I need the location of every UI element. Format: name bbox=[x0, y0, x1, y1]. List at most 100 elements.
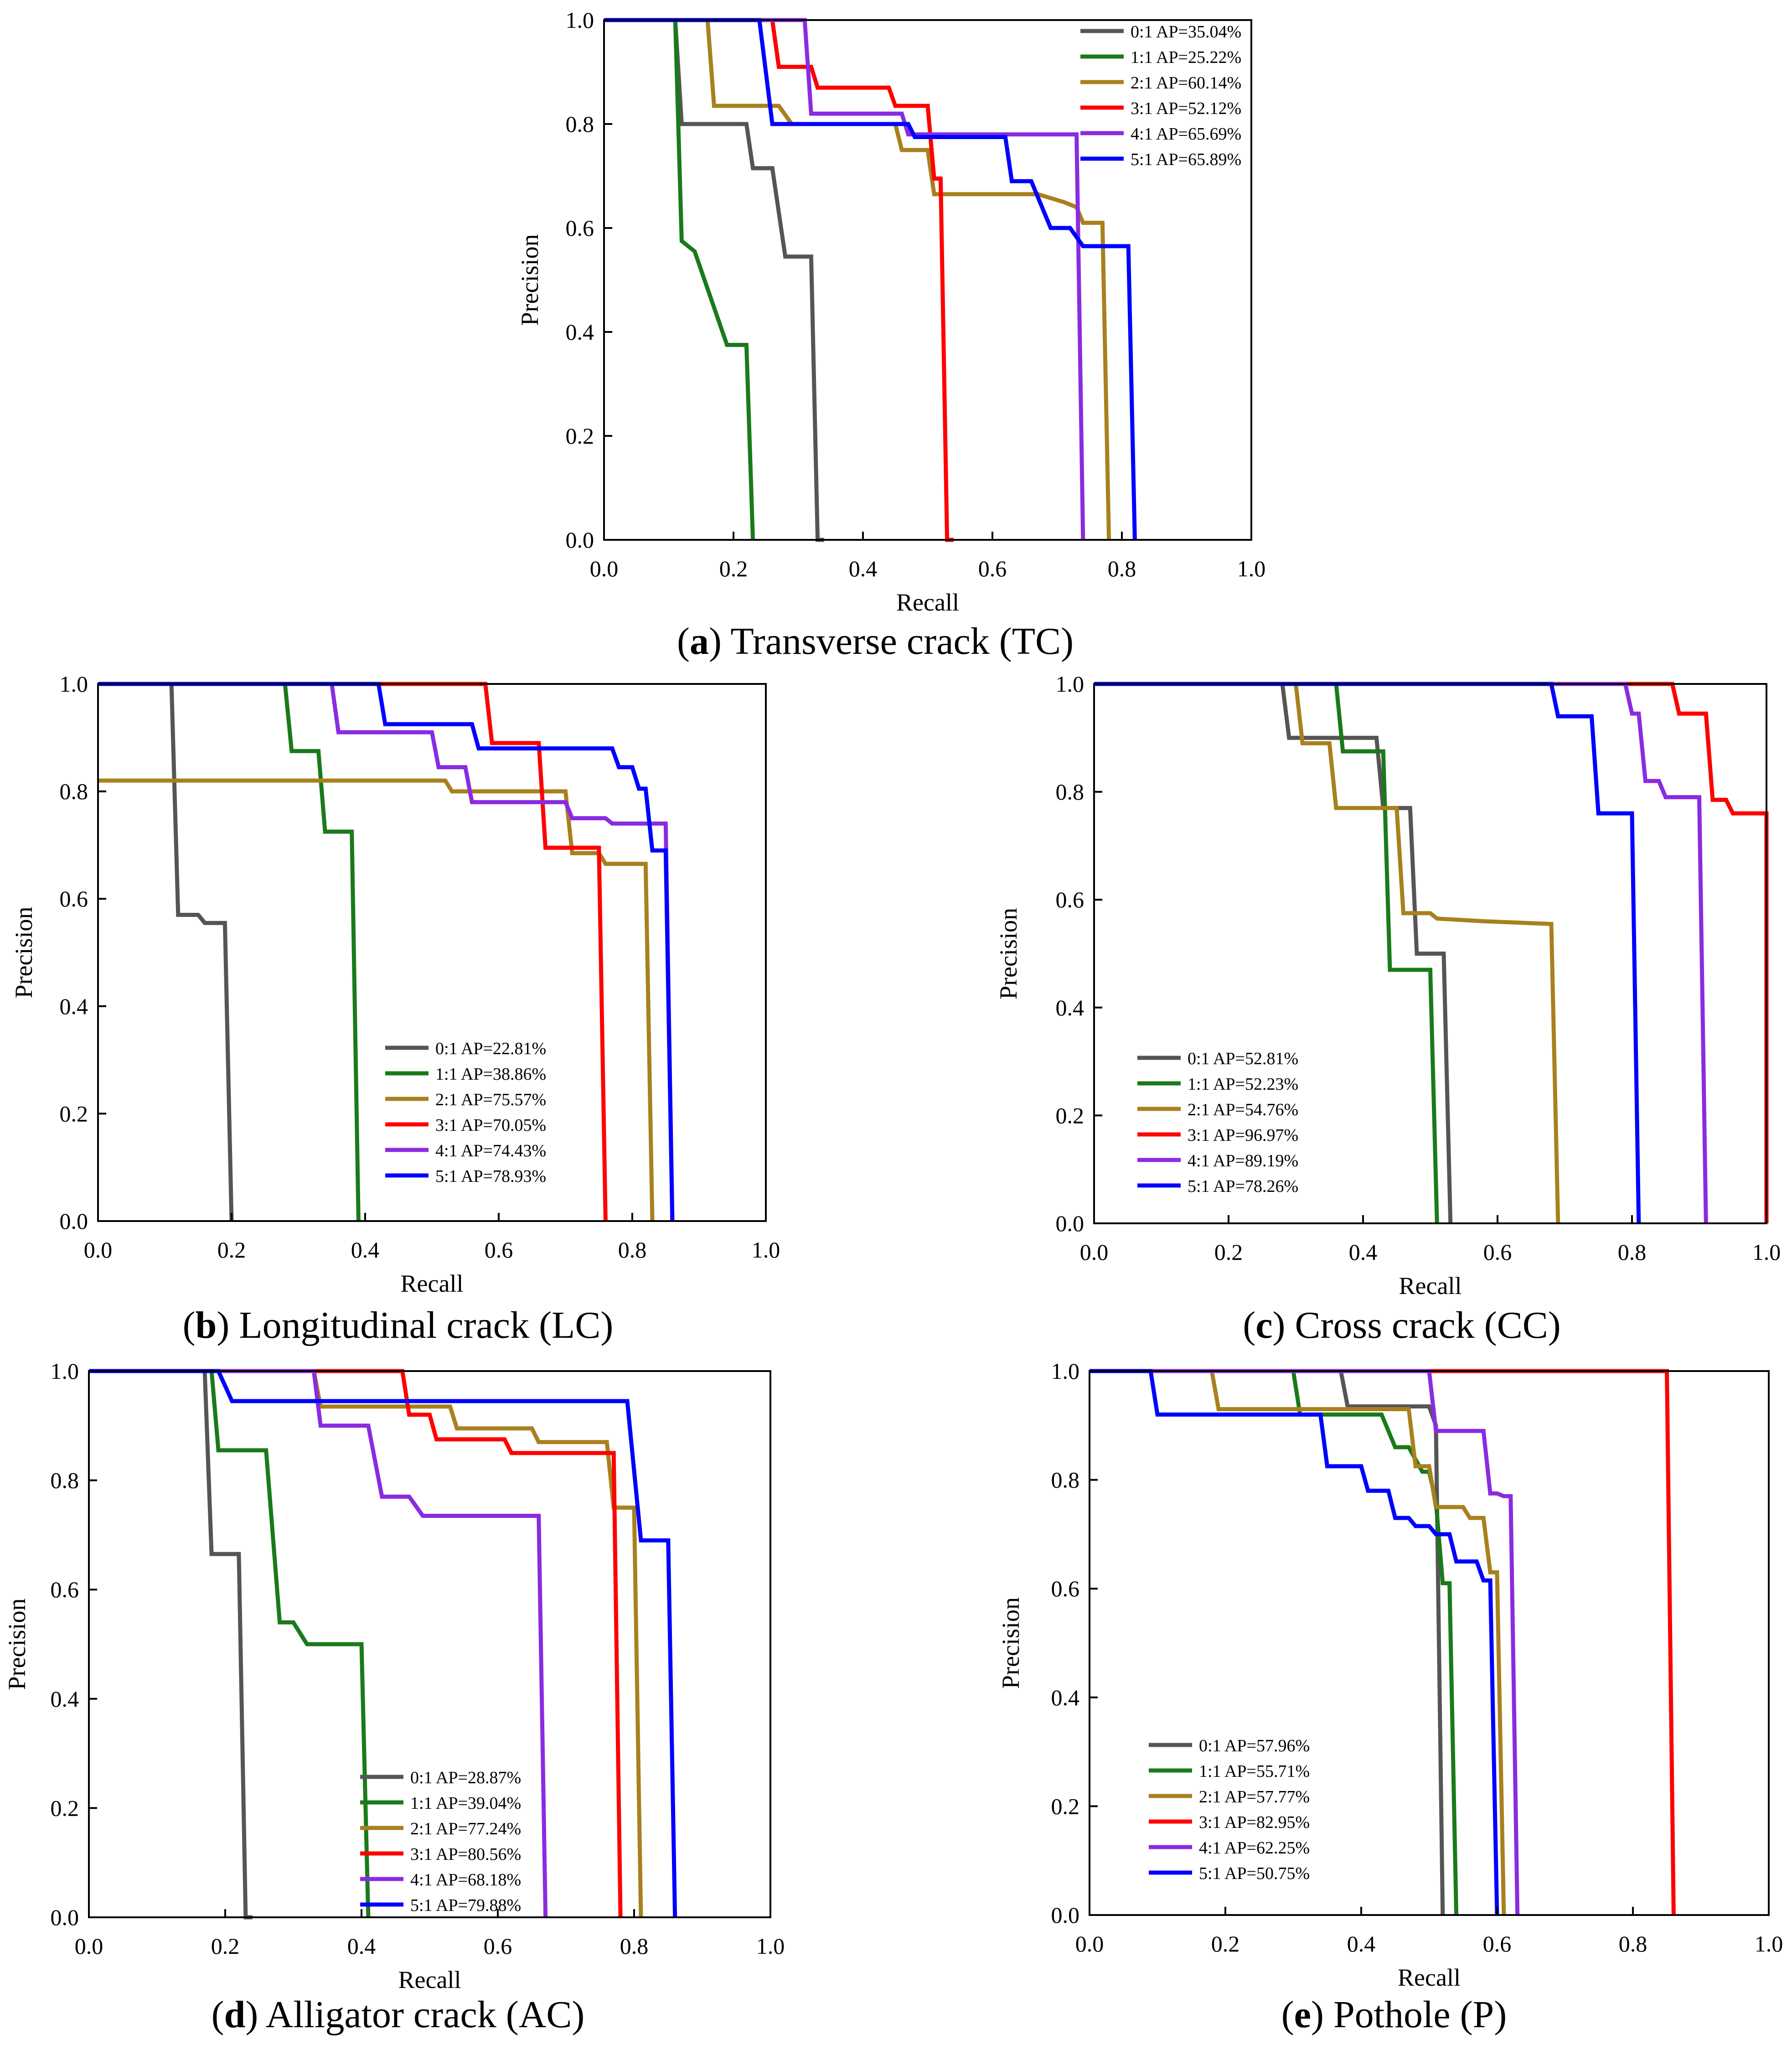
plot-frame bbox=[1089, 1370, 1770, 1916]
x-tick-label: 1.0 bbox=[1755, 1931, 1783, 1957]
caption-text: Pothole (P) bbox=[1323, 1993, 1507, 2036]
series-line-1 bbox=[1090, 1369, 1459, 1915]
legend-entry: 2:1 AP=60.14% bbox=[1131, 73, 1241, 93]
caption-letter: e bbox=[1294, 1993, 1311, 2036]
series-line-3 bbox=[604, 18, 954, 542]
legend-entry: 3:1 AP=70.05% bbox=[435, 1116, 546, 1135]
y-tick-label: 1.0 bbox=[1056, 671, 1084, 697]
x-axis-label: Recall bbox=[1398, 1964, 1461, 1991]
series-line-1 bbox=[89, 1369, 371, 1918]
legend: 0:1 AP=35.04% 1:1 AP=25.22% 2:1 AP=60.14% 3… bbox=[1080, 22, 1241, 169]
x-tick-label: 0.6 bbox=[1483, 1239, 1512, 1265]
caption-letter: a bbox=[689, 620, 709, 663]
x-tick-label: 1.0 bbox=[1237, 556, 1266, 581]
legend-entry: 3:1 AP=80.56% bbox=[410, 1845, 521, 1864]
legend-entry: 0:1 AP=35.04% bbox=[1131, 22, 1241, 41]
legend-entry: 1:1 AP=38.86% bbox=[435, 1065, 546, 1084]
series-line-4 bbox=[1090, 1369, 1520, 1915]
legend-entry: 1:1 AP=25.22% bbox=[1131, 48, 1241, 67]
series-line-2 bbox=[1090, 1369, 1506, 1915]
y-tick-label: 0.0 bbox=[60, 1208, 88, 1234]
series-line-5 bbox=[1090, 1369, 1499, 1915]
legend-entry: 5:1 AP=50.75% bbox=[1199, 1864, 1310, 1883]
x-tick-label: 0.6 bbox=[978, 556, 1007, 581]
x-tick-label: 0.2 bbox=[1214, 1239, 1243, 1265]
series-line-2 bbox=[98, 778, 655, 1222]
x-axis-label: Recall bbox=[1399, 1272, 1462, 1299]
y-tick-label: 1.0 bbox=[566, 7, 594, 33]
y-tick-label: 0.0 bbox=[1051, 1902, 1080, 1928]
x-tick-label: 0.0 bbox=[75, 1933, 103, 1959]
caption-c: (c) Cross crack (CC) bbox=[1243, 1304, 1561, 1346]
x-tick-label: 0.6 bbox=[1483, 1931, 1512, 1957]
series-line-3 bbox=[1090, 1369, 1676, 1915]
x-tick-label: 1.0 bbox=[752, 1237, 780, 1263]
series-line-0 bbox=[98, 682, 234, 1222]
y-tick-label: 0.0 bbox=[51, 1905, 79, 1930]
x-tick-label: 0.2 bbox=[1211, 1931, 1240, 1957]
y-tick-label: 0.2 bbox=[566, 423, 594, 449]
y-axis-label: Precision bbox=[997, 1597, 1024, 1689]
x-tick-label: 0.8 bbox=[1619, 1931, 1647, 1957]
series-line-5 bbox=[98, 682, 675, 1222]
y-tick-label: 0.8 bbox=[60, 779, 88, 804]
plot-frame bbox=[603, 19, 1252, 541]
series-line-4 bbox=[98, 682, 675, 1222]
x-tick-label: 0.2 bbox=[719, 556, 748, 581]
caption-b: (b) Longitudinal crack (LC) bbox=[182, 1304, 614, 1346]
plot-frame bbox=[88, 1370, 771, 1918]
y-tick-label: 0.2 bbox=[60, 1101, 88, 1126]
x-tick-label: 0.4 bbox=[849, 556, 878, 581]
chart-panel-c: 0.0 0.2 0.4 0.6 0.8 1.0 0.0 0.2 0.4 0.6 0.8 1.0 Reca… bbox=[995, 671, 1781, 1299]
plot-frame bbox=[97, 683, 767, 1222]
x-tick-label: 0.0 bbox=[1080, 1239, 1109, 1265]
y-axis-label: Precision bbox=[516, 234, 543, 326]
y-tick-label: 0.2 bbox=[51, 1795, 79, 1821]
x-tick-label: 0.6 bbox=[485, 1237, 513, 1263]
legend-entry: 3:1 AP=52.12% bbox=[1131, 99, 1241, 118]
legend-entry: 5:1 AP=78.93% bbox=[435, 1167, 546, 1186]
legend-entry: 2:1 AP=77.24% bbox=[410, 1819, 521, 1838]
legend-entry: 2:1 AP=57.77% bbox=[1199, 1787, 1310, 1807]
y-tick-label: 0.6 bbox=[566, 215, 594, 241]
legend-entry: 0:1 AP=28.87% bbox=[410, 1768, 521, 1787]
caption-letter: b bbox=[195, 1304, 217, 1346]
legend-entry: 5:1 AP=65.89% bbox=[1131, 150, 1241, 169]
chart-panel-b: 0.0 0.2 0.4 0.6 0.8 1.0 0.0 0.2 0.4 0.6 0.8 1.0 Reca… bbox=[10, 671, 780, 1297]
caption-letter: d bbox=[224, 1993, 246, 2036]
x-tick-label: 0.8 bbox=[1618, 1239, 1647, 1265]
x-tick-label: 0.4 bbox=[1347, 1931, 1376, 1957]
y-tick-label: 0.6 bbox=[60, 886, 88, 911]
legend-entry: 0:1 AP=57.96% bbox=[1199, 1736, 1310, 1755]
caption-d: (d) Alligator crack (AC) bbox=[211, 1993, 585, 2036]
y-tick-label: 0.4 bbox=[51, 1686, 79, 1712]
y-tick-label: 0.4 bbox=[1056, 995, 1084, 1020]
y-axis-label: Precision bbox=[995, 908, 1022, 999]
chart-panel-d: 0.0 0.2 0.4 0.6 0.8 1.0 0.0 0.2 0.4 0.6 0.8 1.0 Reca… bbox=[3, 1358, 785, 1993]
x-tick-label: 0.8 bbox=[618, 1237, 647, 1263]
y-axis-label: Precision bbox=[10, 907, 37, 999]
chart-panel-a: 0.0 0.2 0.4 0.6 0.8 1.0 0.0 0.2 0.4 0.6 0.8 1.0 Reca… bbox=[516, 7, 1265, 616]
legend-entry: 0:1 AP=52.81% bbox=[1188, 1049, 1298, 1068]
series-line-3 bbox=[1094, 682, 1769, 1223]
y-tick-label: 0.8 bbox=[51, 1468, 79, 1493]
y-tick-label: 1.0 bbox=[60, 671, 88, 697]
y-tick-label: 0.4 bbox=[1051, 1685, 1080, 1710]
caption-text: Longitudinal crack (LC) bbox=[229, 1304, 614, 1346]
series-line-0 bbox=[89, 1369, 253, 1920]
x-tick-label: 1.0 bbox=[1752, 1239, 1781, 1265]
x-axis-label: Recall bbox=[896, 589, 959, 616]
series-line-4 bbox=[1094, 682, 1708, 1224]
legend-entry: 2:1 AP=54.76% bbox=[1188, 1100, 1298, 1119]
legend: 0:1 AP=57.96% 1:1 AP=55.71% 2:1 AP=57.77% 3… bbox=[1149, 1736, 1310, 1883]
x-tick-label: 0.8 bbox=[1108, 556, 1136, 581]
series-line-2 bbox=[604, 18, 1111, 540]
y-axis-label: Precision bbox=[3, 1599, 31, 1690]
caption-text: Transverse crack (TC) bbox=[721, 620, 1074, 663]
legend: 0:1 AP=28.87% 1:1 AP=39.04% 2:1 AP=77.24% 3… bbox=[360, 1768, 521, 1915]
legend-entry: 4:1 AP=68.18% bbox=[410, 1870, 521, 1889]
x-tick-label: 0.4 bbox=[1349, 1239, 1378, 1265]
x-tick-label: 0.4 bbox=[351, 1237, 380, 1263]
